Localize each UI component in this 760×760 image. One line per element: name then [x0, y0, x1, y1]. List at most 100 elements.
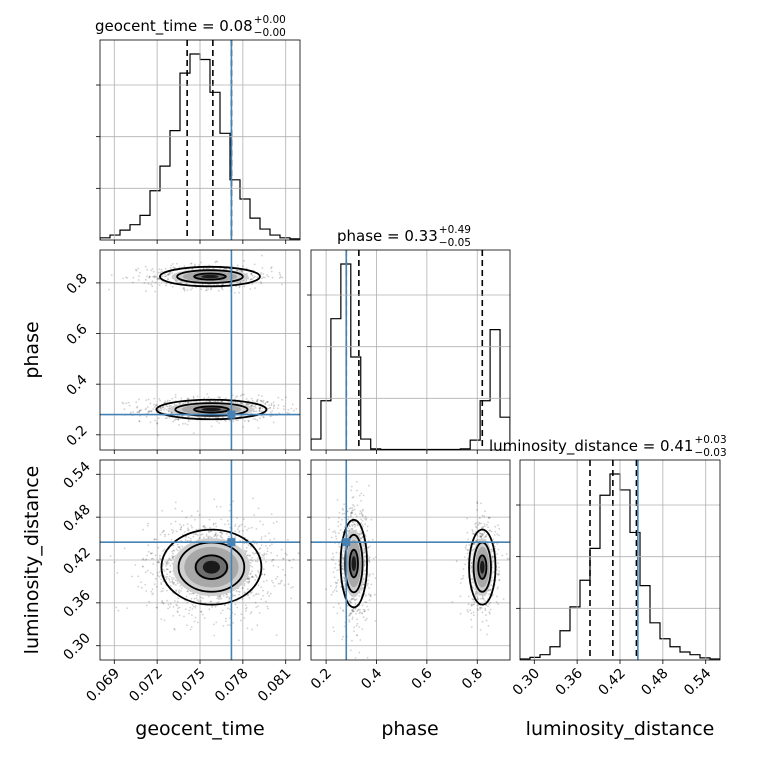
sample-point: [251, 399, 254, 402]
sample-point: [350, 598, 353, 600]
sample-point: [360, 518, 362, 521]
sample-point: [215, 621, 218, 624]
sample-point: [477, 524, 479, 526]
sample-point: [234, 594, 237, 597]
sample-point: [368, 484, 370, 487]
sample-point: [228, 617, 231, 619]
sample-point: [487, 605, 489, 608]
sample-point: [335, 590, 338, 593]
sample-point: [250, 592, 252, 595]
sample-point: [271, 276, 274, 279]
sample-point: [173, 577, 175, 580]
sample-point: [242, 586, 244, 589]
sample-point: [183, 288, 186, 291]
sample-point: [358, 612, 361, 614]
sample-point: [505, 553, 508, 555]
sample-point: [268, 404, 270, 406]
sample-point: [474, 525, 477, 528]
sample-point: [254, 593, 257, 596]
sample-point: [236, 264, 239, 267]
sample-point: [176, 582, 179, 585]
sample-point: [477, 597, 479, 600]
sample-point: [479, 629, 482, 631]
sample-point: [281, 283, 283, 286]
sample-point: [498, 573, 501, 575]
sample-point: [361, 588, 363, 590]
sample-point: [273, 585, 276, 587]
sample-point: [238, 285, 241, 288]
sample-point: [465, 548, 467, 551]
sample-point: [477, 598, 480, 601]
sample-point: [239, 402, 242, 404]
sample-point: [256, 624, 259, 627]
sample-point: [497, 586, 499, 588]
sample-point: [459, 582, 462, 584]
sample-point: [487, 526, 489, 529]
sample-point: [368, 599, 371, 601]
sample-point: [122, 277, 124, 280]
sample-point: [196, 395, 199, 398]
sample-point: [167, 533, 170, 536]
sample-point: [167, 607, 170, 610]
sample-point: [234, 613, 236, 616]
sample-point: [269, 592, 272, 595]
sample-point: [257, 571, 260, 574]
sample-point: [466, 552, 469, 555]
sample-point: [272, 581, 274, 584]
sample-point: [295, 408, 298, 410]
sample-point: [242, 426, 245, 428]
sample-point: [252, 497, 254, 500]
sample-point: [240, 394, 242, 397]
sample-point: [177, 418, 180, 421]
sample-point: [483, 531, 486, 534]
sample-point: [361, 581, 364, 584]
sample-point: [361, 509, 364, 512]
sample-point: [307, 416, 309, 418]
sample-point: [173, 627, 176, 630]
sample-point: [272, 407, 275, 410]
sample-point: [249, 573, 252, 576]
sample-point: [335, 535, 337, 538]
sample-point: [307, 413, 309, 415]
sample-point: [292, 558, 295, 561]
sample-point: [175, 589, 178, 591]
sample-point: [221, 532, 224, 535]
sample-point: [164, 576, 167, 578]
sample-point: [269, 544, 271, 547]
sample-point: [359, 608, 361, 611]
sample-point: [262, 401, 264, 404]
sample-point: [150, 552, 153, 555]
sample-point: [488, 529, 491, 532]
sample-point: [263, 557, 265, 560]
sample-point: [157, 277, 160, 280]
sample-point: [221, 283, 224, 286]
sample-point: [181, 545, 183, 548]
sample-point: [337, 602, 340, 605]
sample-point: [351, 609, 354, 612]
sample-point: [462, 568, 465, 570]
sample-point: [275, 634, 278, 636]
sample-point: [164, 535, 166, 538]
sample-point: [171, 272, 174, 274]
sample-point: [245, 550, 248, 553]
sample-point: [162, 562, 165, 565]
sample-point: [351, 511, 354, 514]
sample-point: [259, 417, 261, 419]
sample-point: [470, 604, 473, 607]
sample-point: [255, 528, 258, 530]
sample-point: [162, 580, 165, 583]
sample-point: [209, 536, 212, 539]
sample-point: [479, 597, 482, 600]
sample-point: [182, 287, 185, 290]
sample-point: [152, 408, 155, 411]
sample-point: [149, 421, 152, 424]
sample-point: [266, 274, 268, 276]
sample-point: [291, 403, 294, 406]
sample-point: [164, 400, 167, 403]
sample-point: [467, 557, 469, 560]
sample-point: [158, 575, 161, 578]
sample-point: [181, 510, 184, 513]
sample-point: [220, 533, 223, 536]
sample-point: [247, 544, 250, 547]
sample-point: [265, 553, 268, 556]
